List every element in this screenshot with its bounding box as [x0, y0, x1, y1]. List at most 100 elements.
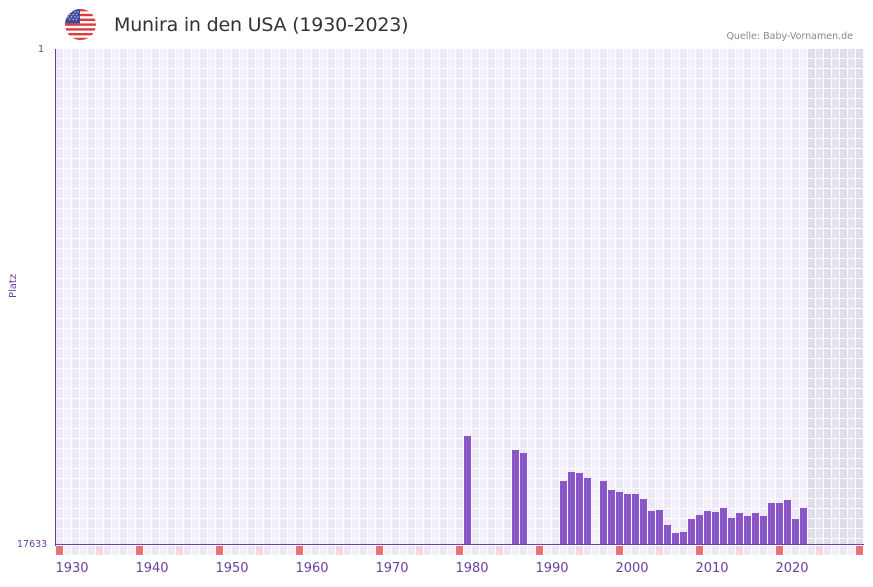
year-cell	[128, 546, 135, 555]
bar-2015[interactable]	[752, 513, 759, 544]
year-cell	[752, 546, 759, 555]
grid-column	[104, 49, 112, 545]
year-cell	[408, 546, 415, 555]
grid-column	[728, 49, 736, 545]
grid-column	[368, 49, 376, 545]
bar-1992[interactable]	[568, 472, 575, 544]
bar-2010[interactable]	[712, 512, 719, 544]
bar-2007[interactable]	[688, 519, 695, 544]
bar-1991[interactable]	[560, 481, 567, 544]
bar-1994[interactable]	[584, 478, 591, 544]
grid-column	[496, 49, 504, 545]
bar-2020[interactable]	[792, 519, 799, 544]
bar-1998[interactable]	[616, 492, 623, 544]
bar-2002[interactable]	[648, 511, 655, 544]
x-tick-1970: 1970	[375, 561, 409, 576]
grid-column	[768, 49, 776, 545]
bar-2011[interactable]	[720, 508, 727, 544]
grid-column	[856, 49, 864, 545]
year-cell	[624, 546, 631, 555]
year-cell	[168, 546, 175, 555]
year-cell	[680, 546, 687, 555]
bar-1997[interactable]	[608, 490, 615, 544]
year-cell	[808, 546, 815, 555]
year-cell	[504, 546, 511, 555]
bar-2017[interactable]	[768, 503, 775, 544]
grid-column	[640, 49, 648, 545]
year-cell	[72, 546, 79, 555]
grid-column	[664, 49, 672, 545]
bar-2012[interactable]	[728, 518, 735, 544]
year-cell	[360, 546, 367, 555]
grid-column	[128, 49, 136, 545]
chart-title: Munira in den USA (1930-2023)	[114, 14, 409, 36]
bar-1979[interactable]	[464, 436, 471, 544]
bar-2004[interactable]	[664, 525, 671, 544]
bar-2016[interactable]	[760, 516, 767, 544]
x-tick-2010: 2010	[695, 561, 729, 576]
decade-marker	[376, 546, 383, 555]
grid-column	[360, 49, 368, 545]
grid-column	[280, 49, 288, 545]
year-cell	[760, 546, 767, 555]
grid-column	[160, 49, 168, 545]
half-decade-marker	[736, 546, 743, 555]
bar-2008[interactable]	[696, 515, 703, 544]
x-tick-1980: 1980	[455, 561, 489, 576]
bar-2019[interactable]	[784, 500, 791, 544]
bar-1999[interactable]	[624, 494, 631, 544]
grid-column	[432, 49, 440, 545]
year-cell	[272, 546, 279, 555]
year-cell	[648, 546, 655, 555]
year-cell	[328, 546, 335, 555]
half-decade-marker	[416, 546, 423, 555]
grid-column	[272, 49, 280, 545]
year-cell	[784, 546, 791, 555]
year-cell	[400, 546, 407, 555]
bar-1993[interactable]	[576, 473, 583, 544]
year-cell	[424, 546, 431, 555]
grid-column	[232, 49, 240, 545]
bar-2001[interactable]	[640, 499, 647, 544]
bar-2021[interactable]	[800, 508, 807, 544]
grid-column	[688, 49, 696, 545]
year-cell	[632, 546, 639, 555]
year-cell	[720, 546, 727, 555]
bar-1986[interactable]	[520, 453, 527, 544]
bar-1985[interactable]	[512, 450, 519, 544]
grid-column	[632, 49, 640, 545]
grid-column	[416, 49, 424, 545]
grid-column	[472, 49, 480, 545]
grid-column	[776, 49, 784, 545]
grid-column	[752, 49, 760, 545]
year-cell	[728, 546, 735, 555]
bar-2018[interactable]	[776, 503, 783, 544]
half-decade-marker	[176, 546, 183, 555]
grid-column	[120, 49, 128, 545]
bar-2005[interactable]	[672, 533, 679, 544]
grid-column	[504, 49, 512, 545]
bar-2014[interactable]	[744, 516, 751, 544]
grid-column	[312, 49, 320, 545]
bar-2013[interactable]	[736, 513, 743, 544]
us-flag-icon	[65, 9, 96, 40]
year-cell	[664, 546, 671, 555]
year-cell	[688, 546, 695, 555]
grid-column	[824, 49, 832, 545]
bar-2000[interactable]	[632, 494, 639, 544]
bar-1996[interactable]	[600, 481, 607, 544]
half-decade-marker	[256, 546, 263, 555]
year-cell	[488, 546, 495, 555]
year-cell	[352, 546, 359, 555]
half-decade-marker	[336, 546, 343, 555]
grid-column	[552, 49, 560, 545]
year-cell	[192, 546, 199, 555]
grid-column	[704, 49, 712, 545]
decade-marker	[136, 546, 143, 555]
bar-2009[interactable]	[704, 511, 711, 544]
year-cell	[440, 546, 447, 555]
bar-2006[interactable]	[680, 532, 687, 544]
year-cell	[672, 546, 679, 555]
year-cell	[800, 546, 807, 555]
bar-2003[interactable]	[656, 510, 663, 544]
